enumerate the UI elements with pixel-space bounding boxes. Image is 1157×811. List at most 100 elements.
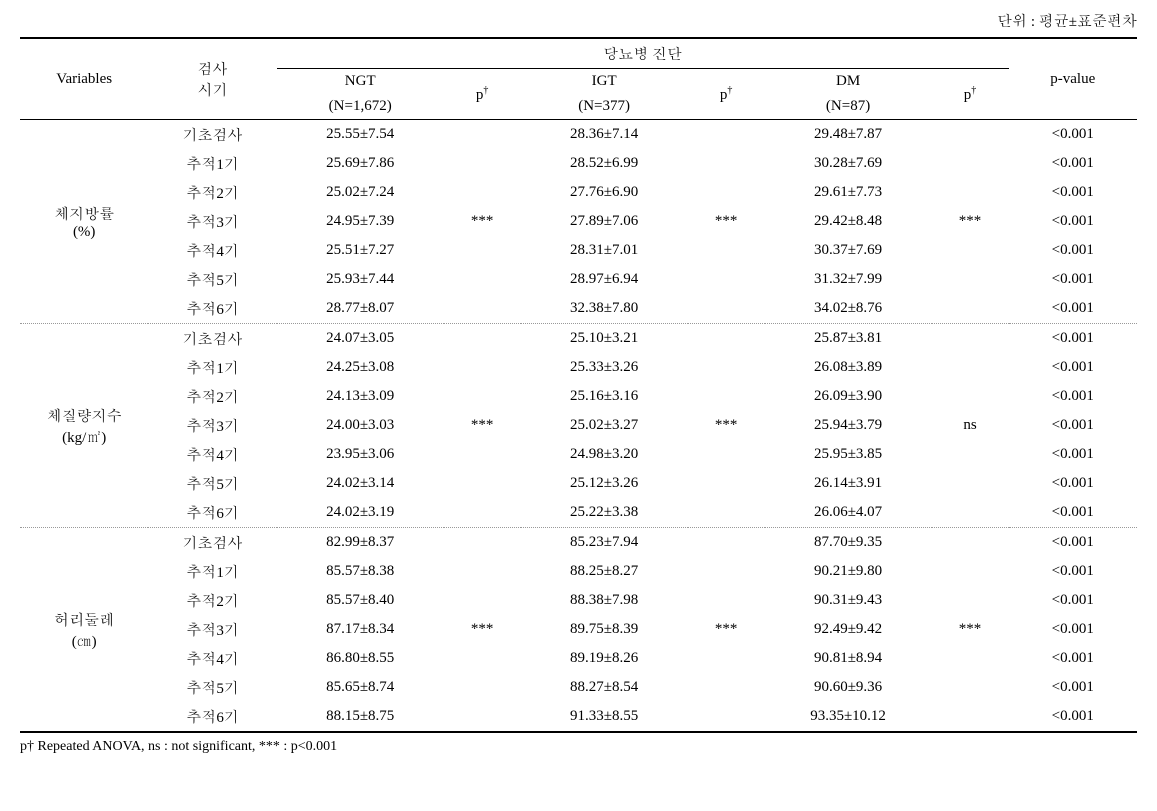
cell-pvalue: <0.001 xyxy=(1009,440,1137,469)
cell-igt: 85.23±7.94 xyxy=(521,528,688,558)
cell-pvalue: <0.001 xyxy=(1009,236,1137,265)
cell-dm: 26.09±3.90 xyxy=(765,382,932,411)
cell-ngt: 24.07±3.05 xyxy=(277,324,444,354)
cell-igt: 28.52±6.99 xyxy=(521,149,688,178)
cell-time: 추적1기 xyxy=(148,557,276,586)
cell-igt: 89.19±8.26 xyxy=(521,644,688,673)
cell-pvalue: <0.001 xyxy=(1009,149,1137,178)
cell-ngt: 25.51±7.27 xyxy=(277,236,444,265)
cell-pvalue: <0.001 xyxy=(1009,469,1137,498)
header-igt-n: (N=377) xyxy=(521,94,688,120)
cell-igt: 24.98±3.20 xyxy=(521,440,688,469)
cell-time: 추적5기 xyxy=(148,265,276,294)
cell-time: 추적6기 xyxy=(148,702,276,732)
header-dm: DM xyxy=(765,69,932,95)
section-variable: 체지방률(%) xyxy=(20,120,148,324)
cell-ngt: 24.02±3.14 xyxy=(277,469,444,498)
cell-ngt: 23.95±3.06 xyxy=(277,440,444,469)
cell-p-dm: *** xyxy=(932,120,1009,324)
cell-dm: 90.81±8.94 xyxy=(765,644,932,673)
cell-igt: 89.75±8.39 xyxy=(521,615,688,644)
cell-pvalue: <0.001 xyxy=(1009,178,1137,207)
cell-pvalue: <0.001 xyxy=(1009,702,1137,732)
cell-ngt: 25.02±7.24 xyxy=(277,178,444,207)
cell-ngt: 24.95±7.39 xyxy=(277,207,444,236)
cell-time: 추적6기 xyxy=(148,294,276,324)
footnote: p† Repeated ANOVA, ns : not significant,… xyxy=(20,739,1137,755)
cell-dm: 87.70±9.35 xyxy=(765,528,932,558)
cell-pvalue: <0.001 xyxy=(1009,498,1137,528)
cell-igt: 88.25±8.27 xyxy=(521,557,688,586)
cell-time: 추적5기 xyxy=(148,673,276,702)
cell-time: 추적3기 xyxy=(148,615,276,644)
cell-p-igt: *** xyxy=(688,528,765,733)
cell-ngt: 85.65±8.74 xyxy=(277,673,444,702)
cell-dm: 29.48±7.87 xyxy=(765,120,932,150)
cell-pvalue: <0.001 xyxy=(1009,411,1137,440)
cell-igt: 27.89±7.06 xyxy=(521,207,688,236)
header-time: 검사 시기 xyxy=(148,38,276,120)
cell-pvalue: <0.001 xyxy=(1009,120,1137,150)
cell-dm: 92.49±9.42 xyxy=(765,615,932,644)
header-ngt: NGT xyxy=(277,69,444,95)
cell-igt: 25.10±3.21 xyxy=(521,324,688,354)
cell-igt: 25.22±3.38 xyxy=(521,498,688,528)
header-diagnosis: 당뇨병 진단 xyxy=(277,38,1009,69)
table-row: 허리둘레(㎝)기초검사82.99±8.37***85.23±7.94***87.… xyxy=(20,528,1137,558)
section-variable: 허리둘레(㎝) xyxy=(20,528,148,733)
cell-time: 추적3기 xyxy=(148,411,276,440)
cell-p-ngt: *** xyxy=(444,528,521,733)
cell-time: 기초검사 xyxy=(148,528,276,558)
cell-time: 기초검사 xyxy=(148,120,276,150)
cell-ngt: 24.00±3.03 xyxy=(277,411,444,440)
cell-ngt: 25.55±7.54 xyxy=(277,120,444,150)
cell-pvalue: <0.001 xyxy=(1009,265,1137,294)
cell-ngt: 25.93±7.44 xyxy=(277,265,444,294)
cell-ngt: 85.57±8.40 xyxy=(277,586,444,615)
cell-pvalue: <0.001 xyxy=(1009,528,1137,558)
cell-p-igt: *** xyxy=(688,120,765,324)
cell-dm: 29.42±8.48 xyxy=(765,207,932,236)
cell-dm: 25.95±3.85 xyxy=(765,440,932,469)
table-row: 체질량지수(kg/㎡)기초검사24.07±3.05***25.10±3.21**… xyxy=(20,324,1137,354)
section-variable: 체질량지수(kg/㎡) xyxy=(20,324,148,528)
cell-dm: 90.21±9.80 xyxy=(765,557,932,586)
cell-time: 추적3기 xyxy=(148,207,276,236)
cell-pvalue: <0.001 xyxy=(1009,294,1137,324)
cell-igt: 25.12±3.26 xyxy=(521,469,688,498)
cell-time: 추적4기 xyxy=(148,236,276,265)
cell-ngt: 25.69±7.86 xyxy=(277,149,444,178)
cell-igt: 27.76±6.90 xyxy=(521,178,688,207)
cell-dm: 31.32±7.99 xyxy=(765,265,932,294)
cell-p-ngt: *** xyxy=(444,120,521,324)
data-table: Variables 검사 시기 당뇨병 진단 p-value NGT p† IG… xyxy=(20,37,1137,733)
header-dm-n: (N=87) xyxy=(765,94,932,120)
cell-time: 추적2기 xyxy=(148,586,276,615)
cell-dm: 30.37±7.69 xyxy=(765,236,932,265)
cell-p-igt: *** xyxy=(688,324,765,528)
cell-igt: 28.36±7.14 xyxy=(521,120,688,150)
cell-time: 추적2기 xyxy=(148,382,276,411)
cell-time: 추적2기 xyxy=(148,178,276,207)
header-time-line2: 시기 xyxy=(198,83,228,99)
cell-time: 추적6기 xyxy=(148,498,276,528)
cell-dm: 90.31±9.43 xyxy=(765,586,932,615)
cell-dm: 34.02±8.76 xyxy=(765,294,932,324)
table-body: 체지방률(%)기초검사25.55±7.54***28.36±7.14***29.… xyxy=(20,120,1137,733)
cell-pvalue: <0.001 xyxy=(1009,207,1137,236)
cell-ngt: 82.99±8.37 xyxy=(277,528,444,558)
cell-pvalue: <0.001 xyxy=(1009,673,1137,702)
cell-igt: 25.16±3.16 xyxy=(521,382,688,411)
header-p-ngt: p† xyxy=(444,69,521,120)
cell-ngt: 88.15±8.75 xyxy=(277,702,444,732)
cell-pvalue: <0.001 xyxy=(1009,557,1137,586)
header-variables: Variables xyxy=(20,38,148,120)
cell-time: 추적4기 xyxy=(148,644,276,673)
cell-igt: 25.02±3.27 xyxy=(521,411,688,440)
unit-label: 단위 : 평균±표준편차 xyxy=(20,10,1137,31)
cell-time: 추적1기 xyxy=(148,149,276,178)
cell-ngt: 24.13±3.09 xyxy=(277,382,444,411)
header-pvalue: p-value xyxy=(1009,38,1137,120)
cell-p-dm: ns xyxy=(932,324,1009,528)
cell-ngt: 24.25±3.08 xyxy=(277,353,444,382)
